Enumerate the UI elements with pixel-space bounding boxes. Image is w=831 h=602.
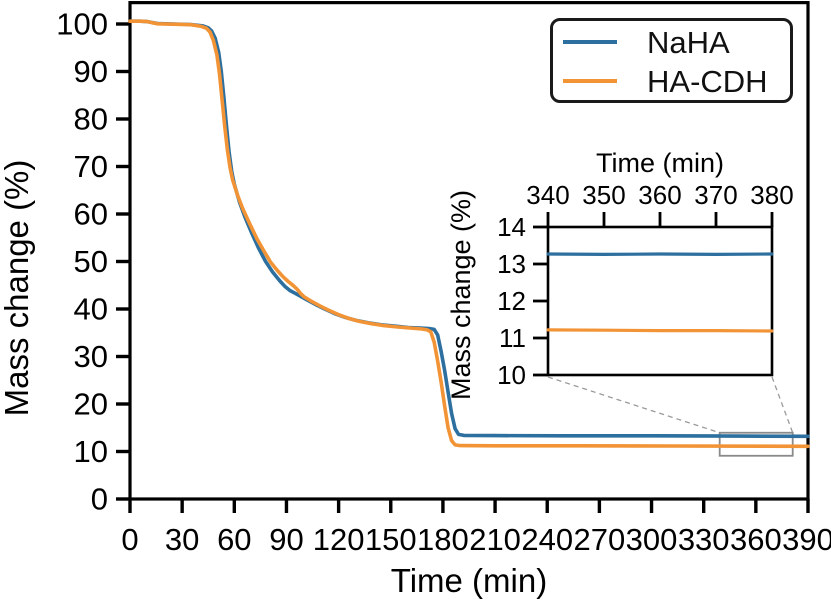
legend-label-naha: NaHA [647, 24, 730, 60]
inset-x-tick-label: 360 [638, 180, 681, 210]
x-tick-label: 270 [574, 522, 626, 557]
main-axes: 0 30 60 90 120 150 180 210 240 270 300 330 360 390010… [56, 1, 831, 557]
inset-y-tick-label: 10 [497, 360, 526, 390]
inset-y-tick-label: 13 [497, 249, 526, 279]
x-tick-label: 30 [165, 522, 199, 557]
legend-item-naha: NaHA [553, 22, 790, 62]
legend-item-hacdh: HA-CDH [553, 61, 790, 101]
x-tick-label: 390 [782, 522, 831, 557]
inset-connector-lines [547, 376, 794, 434]
y-tick-label: 40 [74, 292, 108, 327]
x-tick-label: 360 [730, 522, 782, 557]
y-tick-label: 80 [74, 102, 108, 137]
y-tick-label: 20 [74, 387, 108, 422]
inset-y-tick-label: 11 [499, 323, 526, 353]
inset-x-axis-title: Time (min) [596, 148, 724, 178]
inset-axes: 340 350 360 370 380 10 11 12 13 14 [497, 180, 794, 390]
inset-y-axis-title: Mass change (%) [446, 190, 476, 400]
series-line-ha-cdh [128, 19, 810, 449]
y-tick-label: 60 [74, 197, 108, 232]
x-tick-label: 120 [313, 522, 365, 557]
y-tick-label: 70 [74, 149, 108, 184]
y-axis-title: Mass change (%) [0, 160, 35, 417]
inset-series-line-ha-cdh [546, 328, 774, 333]
inset-x-tick-label: 380 [750, 180, 793, 210]
x-tick-label: 330 [678, 522, 730, 557]
x-tick-label: 150 [365, 522, 417, 557]
hacdh-line-swatch [563, 78, 617, 84]
y-tick-label: 100 [56, 7, 108, 42]
inset-connector-line [547, 376, 720, 434]
series-line-naha [128, 19, 810, 439]
inset-connector-line [771, 376, 794, 433]
naha-line-swatch [563, 39, 617, 45]
y-tick-label: 50 [74, 244, 108, 279]
y-tick-label: 0 [91, 482, 108, 517]
inset-y-tick-label: 14 [497, 212, 526, 242]
x-axis-title: Time (min) [391, 562, 547, 599]
inset-series-lines [546, 252, 774, 333]
y-tick-label: 10 [74, 434, 108, 469]
x-tick-label: 210 [469, 522, 521, 557]
inset-x-tick-label: 350 [582, 180, 625, 210]
inset-y-tick-label: 12 [497, 286, 526, 316]
legend-label-hacdh: HA-CDH [647, 63, 768, 99]
x-tick-label: 180 [417, 522, 469, 557]
inset-x-tick-label: 340 [526, 180, 569, 210]
x-tick-label: 0 [121, 522, 138, 557]
zoom-region-rect [718, 431, 794, 457]
zoom-region-outline [718, 431, 794, 457]
y-tick-label: 90 [74, 54, 108, 89]
x-tick-label: 90 [269, 522, 303, 557]
main-series-lines [128, 19, 810, 449]
y-tick-label: 30 [74, 339, 108, 374]
x-tick-label: 60 [217, 522, 251, 557]
x-tick-label: 240 [521, 522, 573, 557]
legend: NaHA HA-CDH [550, 18, 793, 103]
x-tick-label: 300 [626, 522, 678, 557]
inset-x-tick-label: 370 [694, 180, 737, 210]
